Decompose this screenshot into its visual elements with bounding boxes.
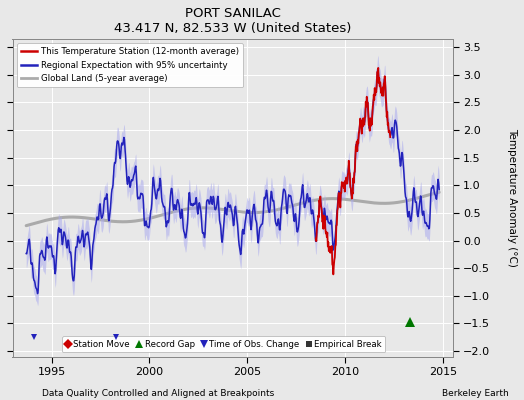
Legend: Station Move, Record Gap, Time of Obs. Change, Empirical Break: Station Move, Record Gap, Time of Obs. C… — [62, 336, 386, 352]
Y-axis label: Temperature Anomaly (°C): Temperature Anomaly (°C) — [507, 128, 517, 267]
Text: Berkeley Earth: Berkeley Earth — [442, 389, 508, 398]
Text: Data Quality Controlled and Aligned at Breakpoints: Data Quality Controlled and Aligned at B… — [42, 389, 274, 398]
Title: PORT SANILAC
43.417 N, 82.533 W (United States): PORT SANILAC 43.417 N, 82.533 W (United … — [114, 7, 352, 35]
